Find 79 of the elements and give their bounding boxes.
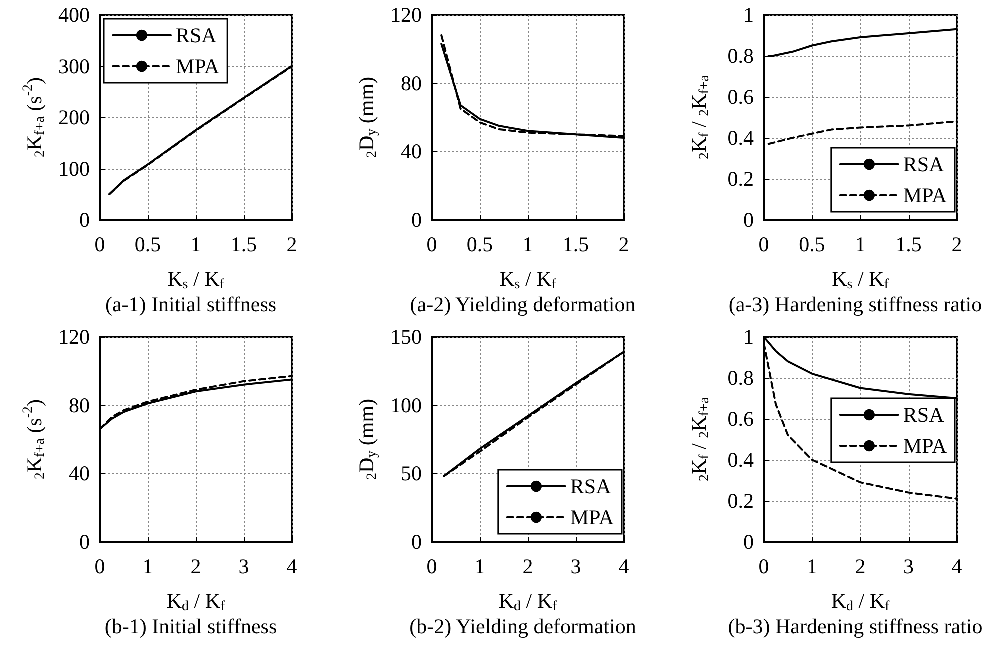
x-tick-label: 1 [474,554,486,578]
x-tick-label: 0 [758,554,770,578]
y-axis-title: 2Dy (mm) [354,398,380,480]
y-tick-label: 200 [58,106,90,130]
y-tick-label: 0.2 [728,167,754,191]
legend-label: MPA [570,506,615,530]
legend-label: RSA [903,403,946,427]
y-tick-label: 0.4 [728,448,754,472]
x-tick-label: 1.5 [896,232,922,256]
x-tick-label: 1 [190,232,202,256]
x-tick-label: 2 [190,554,202,578]
x-tick-label: 1.5 [230,232,258,256]
legend-label: RSA [903,152,946,176]
y-tick-label: 1 [744,325,754,349]
x-tick-label: 2 [952,232,962,256]
y-axis-title: 2Kf+a (s-2) [21,399,48,480]
y-tick-label: 120 [390,3,422,27]
y-tick-label: 400 [58,3,90,27]
y-axis-title: 2Kf / 2Kf+a [687,74,712,160]
x-tick-label: 2 [286,232,298,256]
x-tick-label: 2 [855,554,866,578]
text: (b-1) Initial stiffness [104,614,278,638]
x-tick-label: 0 [426,232,438,256]
y-tick-label: 40 [401,140,422,164]
x-tick-label: 2 [522,554,534,578]
x-tick-label: 1 [855,232,866,256]
text: (a-3) Hardening stiffness ratio [728,292,982,316]
x-tick-label: 0 [426,554,438,578]
y-tick-label: 150 [390,325,422,349]
legend-label: MPA [176,54,220,78]
legend-label: MPA [903,434,948,458]
text: (a-1) Initial stiffness [105,292,277,316]
x-tick-label: 0 [758,232,770,256]
x-tick-label: 0.5 [466,232,494,256]
legend-label: MPA [903,184,948,208]
y-tick-label: 0 [412,208,422,232]
text: (a-2) Yielding deformation [410,292,636,316]
y-tick-label: 50 [401,462,422,486]
y-tick-label: 100 [58,156,90,181]
y-tick-label: 80 [401,71,422,96]
x-tick-label: 3 [238,554,250,578]
text: (b-3) Hardening stiffness ratio [728,614,983,638]
x-tick-label: 0.5 [134,232,162,256]
x-tick-label: 0 [94,232,106,256]
y-tick-label: 40 [69,462,90,486]
text: (b-2) Yielding deformation [410,614,637,638]
y-tick-label: 80 [69,393,90,418]
y-tick-label: 0 [80,208,90,232]
x-tick-label: 4 [952,554,963,578]
y-tick-label: 0.2 [728,489,754,513]
x-tick-label: 1.5 [562,232,590,256]
y-axis-title: 2Kf+a (s-2) [21,77,48,158]
y-tick-label: 0 [744,530,754,554]
y-tick-label: 1 [744,3,754,27]
x-tick-label: 4 [286,554,298,578]
y-tick-label: 0.4 [728,126,754,150]
y-axis-title: 2Kf / 2Kf+a [687,396,712,482]
x-tick-label: 2 [618,232,630,256]
x-tick-label: 3 [570,554,582,578]
x-tick-label: 0.5 [799,232,826,256]
y-tick-label: 100 [390,393,422,418]
y-tick-label: 300 [58,54,90,78]
x-tick-label: 1 [142,554,154,578]
y-tick-label: 0.6 [728,407,754,431]
x-tick-label: 4 [618,554,630,578]
y-tick-label: 0 [744,208,754,232]
y-tick-label: 120 [58,325,90,349]
x-tick-label: 1 [807,554,818,578]
y-tick-label: 0.6 [728,85,754,109]
y-axis-title: 2Dy (mm) [354,76,380,158]
y-tick-label: 0 [80,530,90,554]
y-tick-label: 0 [412,530,422,554]
y-tick-label: 0.8 [728,366,754,390]
y-tick-label: 0.8 [728,44,754,68]
x-tick-label: 3 [904,554,914,578]
x-tick-label: 1 [522,232,534,256]
legend-label: RSA [570,474,612,498]
legend-label: RSA [176,24,218,48]
x-tick-label: 0 [94,554,106,578]
